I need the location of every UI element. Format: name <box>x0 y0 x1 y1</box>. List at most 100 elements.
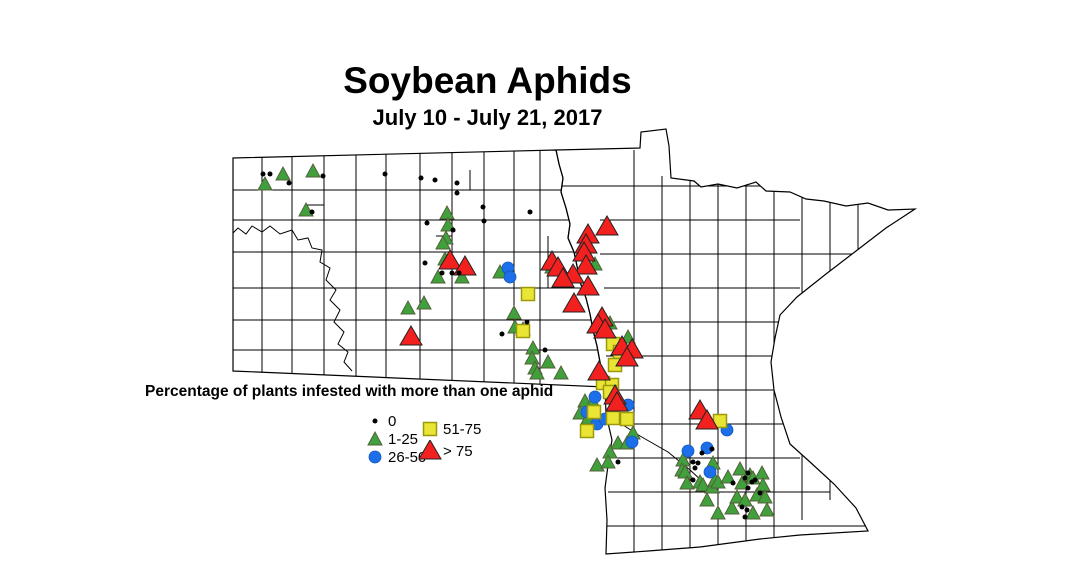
marker-pct1_25 <box>725 501 739 514</box>
legend-item-3: 51-75 <box>417 418 481 440</box>
marker-pct1_25 <box>530 366 544 379</box>
marker-pct0 <box>499 331 505 337</box>
marker-pct0 <box>745 470 751 476</box>
marker-pct26_50 <box>589 391 601 403</box>
data-markers-layer <box>258 164 774 520</box>
marker-pct51_75 <box>581 425 594 438</box>
marker-pct_gt75 <box>575 255 597 274</box>
marker-pct51_75 <box>588 406 601 419</box>
marker-pct1_25 <box>441 218 455 231</box>
marker-pct1_25 <box>417 296 431 309</box>
marker-pct0 <box>757 490 763 496</box>
marker-pct0 <box>422 260 428 266</box>
marker-pct1_25 <box>721 470 735 483</box>
yellow-square-icon <box>417 418 443 440</box>
map-subtitle: July 10 - July 21, 2017 <box>372 105 603 130</box>
marker-pct1_25 <box>758 490 772 503</box>
marker-pct0 <box>432 177 438 183</box>
marker-pct0 <box>745 485 751 491</box>
marker-pct26_50 <box>682 445 694 457</box>
legend-column-2: 51-75 > 75 <box>417 418 481 462</box>
marker-pct1_25 <box>738 493 752 506</box>
minnesota-river-line <box>606 414 702 481</box>
marker-pct_gt75 <box>594 319 616 338</box>
legend-item-1: 1-25 <box>362 430 426 448</box>
marker-pct0 <box>739 504 745 510</box>
green-triangle-icon <box>362 428 388 450</box>
marker-pct1_25 <box>711 506 725 519</box>
missouri-river-line <box>228 226 352 371</box>
marker-pct0 <box>695 460 701 466</box>
marker-pct_gt75 <box>616 347 638 366</box>
marker-pct1_25 <box>525 351 539 364</box>
marker-pct0 <box>450 227 456 233</box>
marker-pct0 <box>418 175 424 181</box>
marker-pct1_25 <box>746 506 760 519</box>
marker-pct1_25 <box>756 478 770 491</box>
marker-pct0 <box>744 507 750 513</box>
marker-pct1_25 <box>680 476 694 489</box>
marker-pct1_25 <box>735 476 749 489</box>
legend-title: Percentage of plants infested with more … <box>145 383 554 400</box>
marker-pct1_25 <box>696 478 710 491</box>
marker-pct1_25 <box>401 301 415 314</box>
marker-pct0 <box>730 480 736 486</box>
map-title: Soybean Aphids <box>343 60 632 101</box>
legend-column-1: 0 1-25 26-50 <box>362 412 426 466</box>
legend-item-2: 26-50 <box>362 448 426 466</box>
marker-pct51_75 <box>621 413 634 426</box>
marker-pct26_50 <box>504 271 516 283</box>
blue-circle-icon <box>362 446 388 468</box>
marker-pct0 <box>260 171 266 177</box>
marker-pct1_25 <box>306 164 320 177</box>
marker-pct0 <box>615 459 621 465</box>
marker-pct0 <box>692 465 698 471</box>
legend-item-0: 0 <box>362 412 426 430</box>
marker-pct0 <box>527 209 533 215</box>
marker-pct1_25 <box>590 458 604 471</box>
marker-pct26_50 <box>704 466 716 478</box>
marker-pct_gt75 <box>400 326 422 345</box>
marker-pct0 <box>524 319 530 325</box>
marker-pct_gt75 <box>577 276 599 295</box>
marker-pct0 <box>382 171 388 177</box>
marker-pct51_75 <box>522 288 535 301</box>
marker-pct1_25 <box>276 167 290 180</box>
marker-pct_gt75 <box>454 256 476 275</box>
legend-item-label: 26-50 <box>388 448 427 466</box>
marker-pct_gt75 <box>606 392 628 411</box>
marker-pct51_75 <box>517 325 530 338</box>
marker-pct1_25 <box>760 503 774 516</box>
marker-pct1_25 <box>541 355 555 368</box>
marker-pct0 <box>742 475 748 481</box>
marker-pct1_25 <box>436 236 450 249</box>
red-triangle-icon <box>417 440 443 462</box>
marker-pct_gt75 <box>696 410 718 429</box>
marker-pct0 <box>454 190 460 196</box>
marker-pct0 <box>456 270 462 276</box>
marker-pct0 <box>709 446 715 452</box>
marker-pct1_25 <box>554 366 568 379</box>
marker-pct0 <box>309 209 315 215</box>
marker-pct1_25 <box>700 493 714 506</box>
marker-pct0 <box>454 180 460 186</box>
marker-pct_gt75 <box>588 361 610 380</box>
marker-pct_gt75 <box>596 216 618 235</box>
marker-pct0 <box>424 220 430 226</box>
marker-pct_gt75 <box>439 250 461 269</box>
marker-pct1_25 <box>299 203 313 216</box>
legend-item-4: > 75 <box>417 440 481 462</box>
marker-pct51_75 <box>607 412 620 425</box>
marker-pct0 <box>542 347 548 353</box>
marker-pct1_25 <box>258 177 272 190</box>
marker-pct0 <box>286 180 292 186</box>
marker-pct1_25 <box>730 490 744 503</box>
marker-pct0 <box>749 479 755 485</box>
legend-item-label: 51-75 <box>443 420 482 438</box>
marker-pct0 <box>320 173 326 179</box>
marker-pct0 <box>690 477 696 483</box>
marker-pct1_25 <box>678 465 692 478</box>
marker-pct0 <box>267 171 273 177</box>
marker-pct26_50 <box>626 436 638 448</box>
marker-pct0 <box>742 514 748 520</box>
